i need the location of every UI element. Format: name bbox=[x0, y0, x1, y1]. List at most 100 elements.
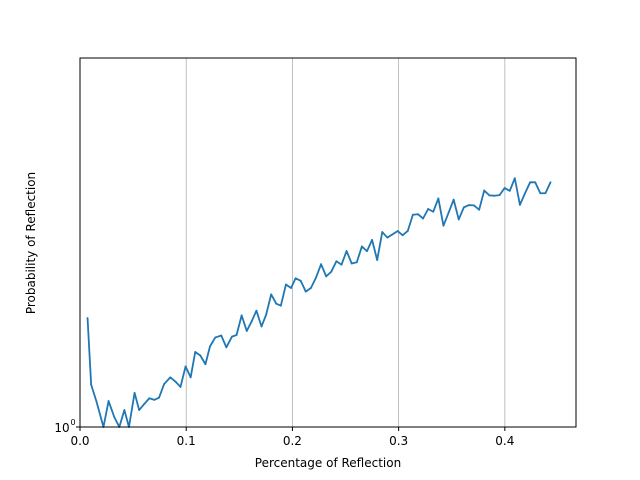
data-point bbox=[194, 351, 197, 353]
data-point bbox=[310, 287, 312, 289]
data-point bbox=[325, 275, 328, 278]
data-point bbox=[225, 346, 228, 349]
data-point bbox=[335, 260, 338, 263]
data-point bbox=[95, 399, 98, 402]
data-point bbox=[123, 409, 126, 411]
x-axis-label: Percentage of Reflection bbox=[255, 456, 401, 470]
data-point bbox=[401, 234, 404, 237]
data-point bbox=[294, 277, 297, 280]
data-point bbox=[473, 204, 475, 207]
data-point bbox=[488, 194, 491, 197]
data-point bbox=[447, 211, 450, 214]
data-point bbox=[386, 236, 389, 239]
x-axis-ticks: 0.0 0.1 0.2 0.3 0.4 bbox=[70, 427, 514, 448]
data-point bbox=[86, 317, 89, 319]
data-point bbox=[250, 320, 253, 322]
data-point bbox=[174, 380, 177, 383]
y-axis-label: Probability of Reflection bbox=[24, 172, 38, 314]
data-point bbox=[549, 181, 552, 184]
data-point bbox=[240, 314, 243, 317]
data-point bbox=[158, 396, 160, 399]
data-point bbox=[544, 192, 547, 195]
data-point bbox=[270, 293, 273, 296]
data-point bbox=[199, 354, 202, 357]
data-point bbox=[214, 336, 217, 339]
data-point bbox=[422, 217, 424, 220]
data-point bbox=[204, 363, 207, 366]
data-point bbox=[468, 204, 470, 207]
data-point bbox=[508, 189, 511, 192]
plot-frame bbox=[79, 57, 577, 428]
data-point bbox=[113, 415, 116, 418]
data-point bbox=[366, 250, 368, 253]
x-tick-label: 0.4 bbox=[495, 434, 514, 448]
data-point bbox=[539, 192, 542, 195]
data-point bbox=[452, 198, 455, 201]
data-point bbox=[432, 210, 435, 213]
data-point bbox=[376, 259, 379, 261]
data-point bbox=[169, 376, 172, 379]
data-point bbox=[340, 263, 343, 266]
data-point bbox=[360, 245, 363, 248]
data-point bbox=[220, 334, 223, 337]
data-point bbox=[275, 302, 278, 305]
data-point bbox=[442, 224, 445, 227]
x-tick-label: 0.3 bbox=[389, 434, 408, 448]
y-tick-label-base: 10 bbox=[54, 421, 69, 435]
data-point bbox=[235, 334, 238, 336]
x-tick-label: 0.0 bbox=[70, 434, 89, 448]
data-point bbox=[345, 250, 348, 252]
data-point bbox=[437, 197, 440, 200]
data-point bbox=[255, 309, 258, 312]
y-tick-label-exponent: 0 bbox=[70, 418, 75, 427]
data-point bbox=[411, 213, 414, 216]
data-point bbox=[107, 400, 110, 402]
data-point bbox=[381, 231, 384, 233]
data-point bbox=[417, 213, 419, 216]
data-point bbox=[304, 290, 307, 293]
data-point bbox=[493, 194, 496, 197]
data-point bbox=[315, 276, 317, 279]
data-point bbox=[285, 283, 287, 286]
data-point bbox=[406, 230, 409, 232]
data-point bbox=[427, 208, 430, 210]
data-point bbox=[143, 403, 146, 405]
data-point bbox=[279, 304, 282, 307]
data-point bbox=[498, 194, 501, 197]
series-points bbox=[86, 177, 552, 428]
data-point bbox=[153, 398, 156, 401]
data-point bbox=[391, 233, 394, 236]
data-point bbox=[503, 187, 506, 189]
data-point bbox=[265, 313, 267, 316]
data-point bbox=[90, 383, 93, 386]
data-point bbox=[184, 365, 187, 368]
y-axis-ticks: 10 0 bbox=[54, 418, 80, 435]
data-point bbox=[350, 262, 353, 265]
data-point bbox=[519, 203, 521, 206]
data-point bbox=[179, 386, 182, 388]
data-point bbox=[371, 239, 373, 241]
data-point bbox=[290, 287, 292, 289]
data-point bbox=[231, 335, 233, 338]
data-point bbox=[148, 397, 151, 400]
data-point bbox=[396, 230, 399, 232]
x-tick-label: 0.2 bbox=[283, 434, 302, 448]
x-tick-label: 0.1 bbox=[177, 434, 196, 448]
data-point bbox=[513, 177, 516, 180]
data-point bbox=[529, 181, 532, 184]
data-point bbox=[534, 181, 537, 184]
data-point bbox=[299, 279, 302, 282]
data-point bbox=[524, 192, 526, 195]
data-point bbox=[320, 263, 322, 266]
data-point bbox=[462, 206, 465, 209]
data-point bbox=[483, 189, 486, 192]
data-point bbox=[457, 218, 460, 221]
data-point bbox=[163, 383, 166, 385]
data-point bbox=[355, 261, 358, 264]
x-gridlines bbox=[185, 58, 506, 427]
data-point bbox=[260, 325, 263, 328]
data-point bbox=[245, 330, 248, 332]
data-point bbox=[330, 270, 333, 273]
